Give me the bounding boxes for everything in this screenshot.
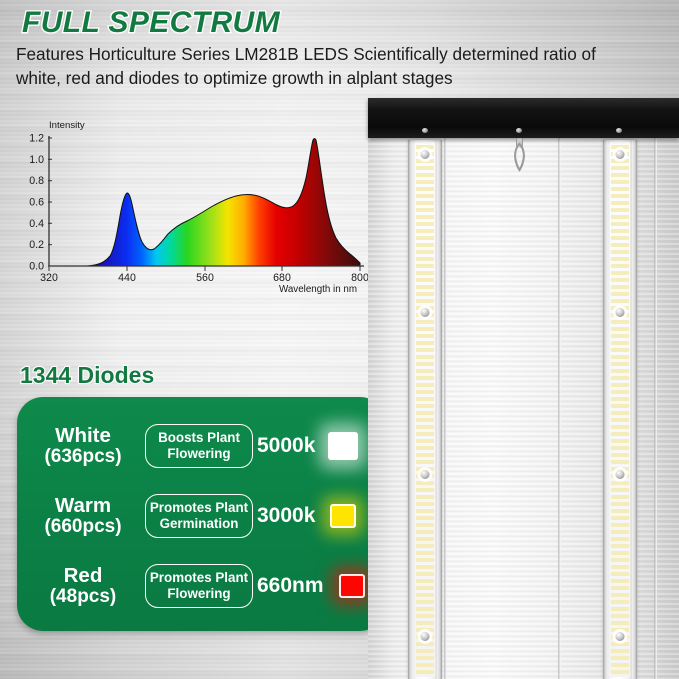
diode-count-label: (660pcs) — [44, 516, 122, 537]
benefit-pill-white: Boosts Plant Flowering — [145, 424, 253, 468]
product-photo — [368, 98, 679, 679]
benefit-line-1: Promotes Plant — [149, 500, 249, 515]
svg-text:0.4: 0.4 — [29, 218, 44, 230]
diode-value-red: 660nm — [257, 574, 324, 597]
spectrum-chart-svg: 1.2 1.0 0.8 0.6 0.4 0.2 0.0 Intensity — [29, 120, 369, 295]
diode-column — [422, 145, 428, 674]
led-bar-2 — [603, 140, 637, 679]
fixture-header-bar — [368, 98, 679, 138]
benefit-line-1: Promotes Plant — [149, 570, 249, 585]
swatch-wrap-warm — [315, 504, 371, 528]
svg-text:440: 440 — [118, 272, 136, 284]
diode-type-white: White (636pcs) — [29, 425, 137, 467]
diode-count-label: (636pcs) — [44, 446, 122, 467]
spec-row-white: White (636pcs) Boosts Plant Flowering 50… — [17, 413, 386, 479]
diode-name-label: Red — [63, 564, 103, 587]
diode-column — [617, 145, 623, 674]
header-bar-screw — [616, 128, 622, 133]
x-axis-label: Wavelength in nm — [279, 284, 357, 295]
diode-name-label: White — [55, 424, 111, 447]
bar-mount-screw — [420, 632, 430, 641]
page-title: FULL SPECTRUM — [21, 5, 281, 41]
svg-text:1.0: 1.0 — [29, 154, 44, 166]
panel-seam-right — [654, 138, 657, 679]
page-subtitle: Features Horticulture Series LM281B LEDS… — [16, 44, 596, 88]
diode-column — [416, 145, 422, 674]
x-axis: 320 440 560 680 800 — [40, 265, 369, 284]
svg-text:0.2: 0.2 — [29, 239, 44, 251]
red-swatch — [338, 574, 365, 598]
svg-text:0.6: 0.6 — [29, 197, 44, 209]
bar-rail-left — [603, 140, 608, 679]
bar-rail-right — [437, 140, 442, 679]
benefit-line-2: Germination — [159, 516, 239, 531]
benefit-line-2: Flowering — [167, 586, 231, 601]
svg-text:800: 800 — [351, 272, 369, 284]
panel-seam-middle — [558, 138, 561, 679]
yellow-swatch — [330, 504, 357, 528]
svg-text:560: 560 — [196, 272, 214, 284]
led-strip-1 — [415, 142, 435, 677]
bar-mount-screw — [615, 308, 625, 317]
diode-type-warm: Warm (660pcs) — [29, 495, 137, 537]
bar-mount-screw — [615, 470, 625, 479]
led-strip-2 — [610, 142, 630, 677]
hanging-hook-icon — [513, 137, 526, 172]
diode-value-warm: 3000k — [257, 504, 316, 527]
swatch-wrap-white — [315, 432, 371, 460]
benefit-line-1: Boosts Plant — [158, 430, 240, 445]
svg-text:0.0: 0.0 — [29, 261, 44, 273]
spectrum-chart: 1.2 1.0 0.8 0.6 0.4 0.2 0.0 Intensity — [8, 112, 369, 295]
diode-spec-card: White (636pcs) Boosts Plant Flowering 50… — [17, 397, 386, 631]
diode-column — [611, 145, 617, 674]
svg-text:1.2: 1.2 — [29, 133, 44, 145]
swatch-wrap-red — [324, 574, 380, 598]
svg-text:0.8: 0.8 — [29, 175, 44, 187]
y-axis-label: Intensity — [49, 120, 85, 131]
header-bar-screw — [422, 128, 428, 133]
svg-text:320: 320 — [40, 272, 58, 284]
diode-value-white: 5000k — [257, 434, 316, 457]
diode-column — [428, 145, 434, 674]
bar-mount-screw — [420, 308, 430, 317]
benefit-pill-red: Promotes Plant Flowering — [145, 564, 253, 608]
bar-mount-screw — [615, 632, 625, 641]
y-axis: 1.2 1.0 0.8 0.6 0.4 0.2 0.0 — [29, 133, 52, 273]
benefit-pill-warm: Promotes Plant Germination — [145, 494, 253, 538]
diode-count-label: (48pcs) — [49, 586, 117, 607]
diode-column — [623, 145, 629, 674]
bar-mount-screw — [615, 150, 625, 159]
spec-row-red: Red (48pcs) Promotes Plant Flowering 660… — [17, 553, 386, 619]
diodes-heading: 1344 Diodes — [19, 361, 155, 389]
bar-rail-right — [632, 140, 637, 679]
panel-seam-left — [444, 138, 447, 679]
header-bar-screw — [516, 128, 522, 133]
spectrum-curve — [49, 138, 361, 267]
bar-rail-left — [408, 140, 413, 679]
diode-type-red: Red (48pcs) — [29, 565, 137, 607]
svg-text:680: 680 — [273, 272, 291, 284]
bar-mount-screw — [420, 150, 430, 159]
benefit-line-2: Flowering — [167, 446, 231, 461]
white-swatch — [328, 432, 359, 460]
bar-mount-screw — [420, 470, 430, 479]
spec-row-warm: Warm (660pcs) Promotes Plant Germination… — [17, 483, 386, 549]
diode-name-label: Warm — [54, 494, 112, 517]
led-bar-1 — [408, 140, 442, 679]
